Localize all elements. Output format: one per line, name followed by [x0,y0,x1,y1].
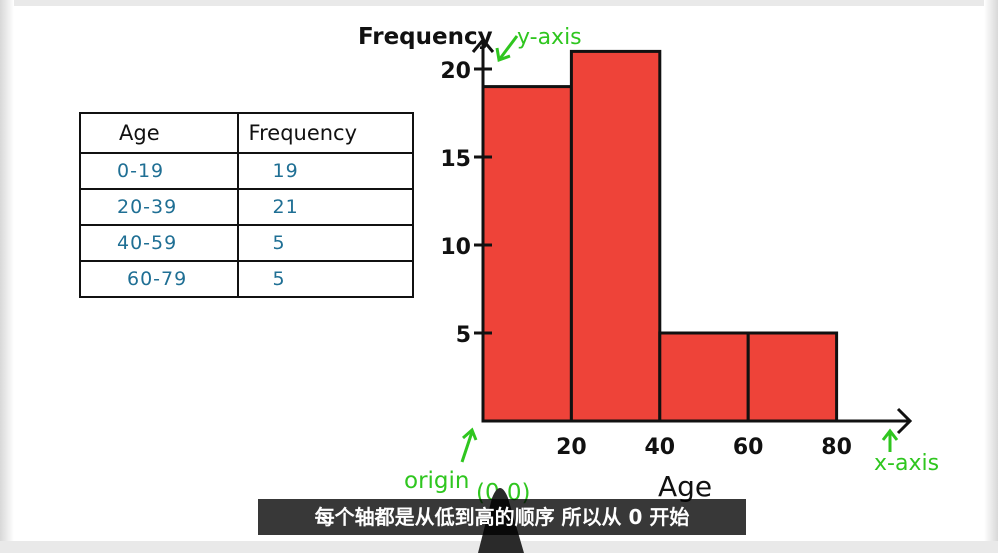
table-row: 0-19 19 [79,152,415,190]
x-ticks: 20 40 60 80 [556,435,852,460]
y-axis-title: Frequency [358,24,493,50]
x-axis-annotation-arrowhead [881,428,899,441]
x-tick-label: 20 [556,435,587,460]
y-tick-label: 15 [440,147,471,172]
y-axis-annotation: y-axis [495,25,582,63]
table-row: 40-59 5 [79,224,415,262]
x-tick-label: 80 [821,435,852,460]
table-cell-age: 60-79 [79,260,239,298]
video-frame-right [984,0,998,553]
x-axis-annotation-label: x-axis [874,451,939,476]
table-cell-frequency: 21 [236,188,415,226]
y-axis-annotation-label: y-axis [517,25,582,50]
histogram-bars [481,49,839,423]
table-row: 20-39 21 [79,188,415,226]
origin-annotation-label: origin [404,468,470,494]
x-tick-label: 60 [733,435,764,460]
origin-annotation: origin (0,0) [404,427,531,506]
table-cell-frequency: 5 [236,260,415,298]
x-tick-label: 40 [644,435,675,460]
y-axis-annotation-arrowhead [495,47,511,63]
table-cell-age: 0-19 [79,152,239,190]
x-axis-annotation: x-axis [874,428,939,476]
origin-annotation-arrow [460,431,474,463]
table-header-row: Age Frequency [79,112,415,154]
y-tick-label: 20 [440,59,471,84]
video-frame-left [0,0,14,553]
table-cell-age: 20-39 [79,188,239,226]
y-axis-arrowhead [471,37,495,53]
y-tick-label: 5 [456,323,471,348]
y-tick-label: 10 [440,235,471,260]
table-header-frequency: Frequency [236,112,415,154]
video-subtitle: 每个轴都是从低到高的顺序 所以从 0 开始 [258,499,746,535]
video-frame-top [0,0,998,6]
histogram-bar [481,85,573,423]
histogram-bar [746,331,839,423]
x-axis-arrowhead [896,407,913,435]
histogram-bar [569,49,662,423]
table-cell-age: 40-59 [79,224,239,262]
y-ticks: 5 10 15 20 [440,59,492,348]
frequency-table: Age Frequency 0-19 19 20-39 21 40-59 5 6… [79,112,415,298]
table-header-age: Age [79,112,239,154]
table-cell-frequency: 19 [236,152,415,190]
table-row: 60-79 5 [79,260,415,298]
y-axis-annotation-arrow [497,35,519,61]
table-cell-frequency: 5 [236,224,415,262]
origin-annotation-arrowhead [462,427,478,441]
histogram-bar [658,331,750,423]
x-axis-title: Age [658,470,712,503]
